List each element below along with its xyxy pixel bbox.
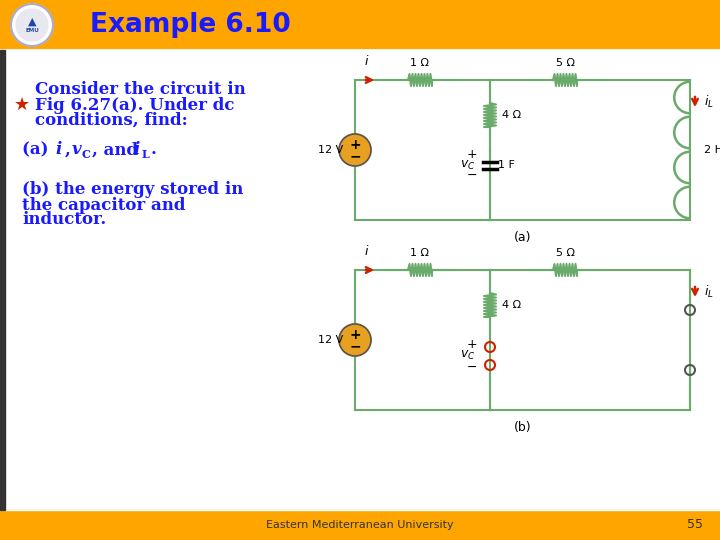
Text: $i$: $i$	[364, 244, 369, 258]
Text: 5 Ω: 5 Ω	[556, 248, 575, 258]
Text: i: i	[133, 141, 140, 159]
Text: i: i	[55, 141, 61, 159]
Text: 1 Ω: 1 Ω	[410, 248, 430, 258]
Text: −: −	[349, 149, 361, 163]
Text: 1 F: 1 F	[498, 160, 515, 170]
Text: +: +	[467, 148, 477, 161]
Text: 5 Ω: 5 Ω	[556, 58, 575, 68]
Text: inductor.: inductor.	[22, 212, 107, 228]
Text: (a): (a)	[22, 141, 54, 159]
Text: 12 V: 12 V	[318, 145, 343, 155]
Text: L: L	[142, 148, 150, 159]
Text: −: −	[467, 168, 477, 181]
Text: (b): (b)	[513, 422, 531, 435]
Text: v: v	[72, 141, 81, 159]
Text: ▲: ▲	[28, 17, 36, 27]
Text: (a): (a)	[514, 232, 531, 245]
Text: +: +	[349, 138, 361, 152]
Text: ★: ★	[14, 96, 30, 114]
Text: −: −	[467, 361, 477, 374]
Text: Eastern Mediterranean University: Eastern Mediterranean University	[266, 520, 454, 530]
Text: Example 6.10: Example 6.10	[90, 12, 291, 38]
Bar	[0, 510, 720, 540]
Circle shape	[339, 134, 371, 166]
Text: $i_L$: $i_L$	[704, 94, 714, 110]
Text: 4 Ω: 4 Ω	[502, 300, 521, 310]
Text: 1 Ω: 1 Ω	[410, 58, 430, 68]
Circle shape	[11, 4, 53, 46]
Text: conditions, find:: conditions, find:	[35, 111, 188, 129]
Text: 2 H: 2 H	[704, 145, 720, 155]
Text: C: C	[82, 148, 91, 159]
Text: $i_L$: $i_L$	[704, 284, 714, 300]
Text: EMU: EMU	[25, 28, 39, 32]
Text: ,: ,	[65, 141, 71, 159]
Text: $v_C$: $v_C$	[460, 158, 476, 172]
Text: 12 V: 12 V	[318, 335, 343, 345]
Text: Consider the circuit in: Consider the circuit in	[35, 82, 246, 98]
Bar	[0, 50, 5, 510]
Text: $i$: $i$	[364, 54, 369, 68]
Text: +: +	[467, 339, 477, 352]
Circle shape	[16, 9, 48, 41]
Bar	[0, 0, 720, 50]
Text: 55: 55	[687, 518, 703, 531]
Text: the capacitor and: the capacitor and	[22, 197, 186, 213]
Circle shape	[339, 324, 371, 356]
Text: , and: , and	[92, 141, 138, 159]
Text: 4 Ω: 4 Ω	[502, 110, 521, 120]
Text: Fig 6.27(a). Under dc: Fig 6.27(a). Under dc	[35, 97, 235, 113]
Text: $v_C$: $v_C$	[460, 348, 476, 362]
Text: (b) the energy stored in: (b) the energy stored in	[22, 181, 243, 199]
Text: +: +	[349, 328, 361, 342]
Text: −: −	[349, 339, 361, 353]
Text: .: .	[151, 141, 157, 159]
